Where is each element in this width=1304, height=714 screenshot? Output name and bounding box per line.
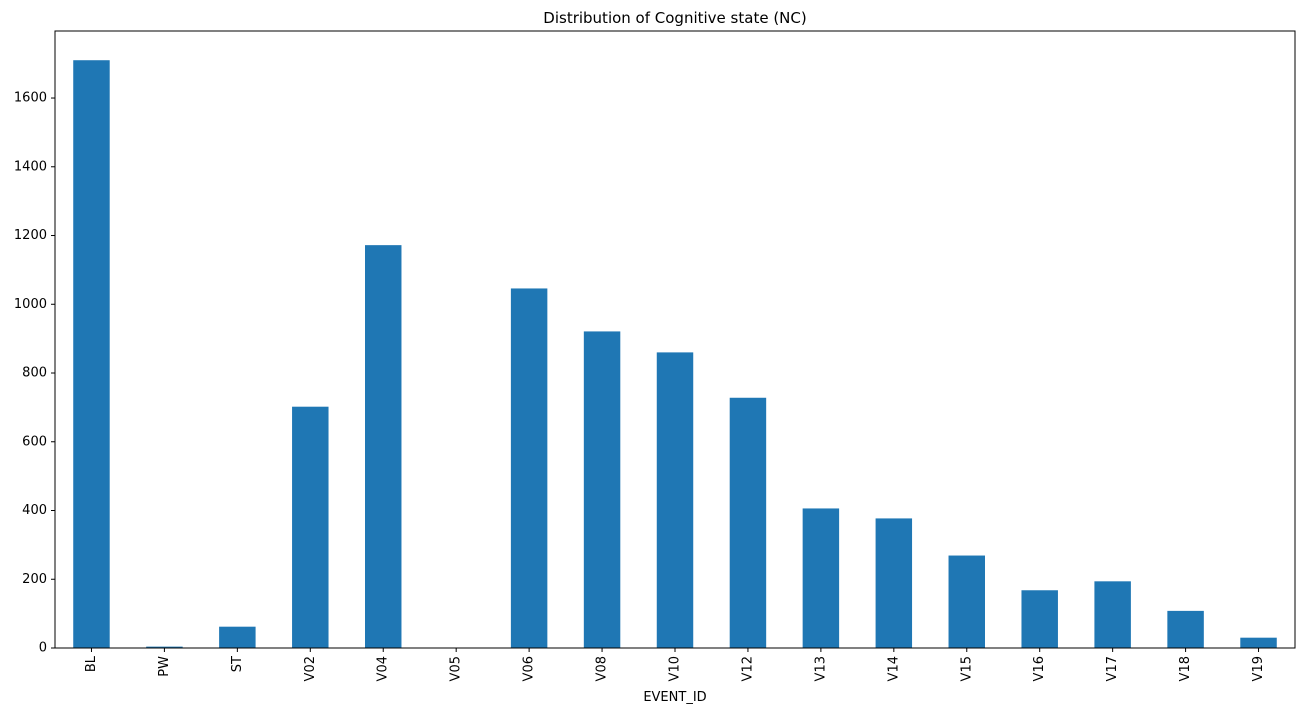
bar-v12 — [729, 397, 767, 648]
y-tick-label: 400 — [22, 503, 47, 518]
bar-v08 — [583, 331, 621, 648]
y-tick-label: 1600 — [14, 91, 47, 106]
y-tick-label: 1200 — [14, 228, 47, 243]
y-tick-label: 200 — [22, 572, 47, 587]
y-tick-label: 1400 — [14, 159, 47, 174]
bar-bl — [73, 60, 110, 648]
bar-v10 — [656, 352, 694, 648]
x-axis-label: EVENT_ID — [643, 690, 706, 705]
bar-st — [219, 626, 256, 648]
x-tick-label: V08 — [595, 656, 610, 681]
bar-v17 — [1094, 581, 1131, 648]
bar-v02 — [292, 406, 329, 648]
x-tick-label: PW — [157, 656, 172, 677]
chart-title: Distribution of Cognitive state (NC) — [543, 9, 806, 27]
x-tick-label: V06 — [522, 656, 537, 681]
bar-v15 — [948, 555, 985, 648]
x-tick-label: V19 — [1251, 656, 1266, 681]
x-tick-label: V17 — [1105, 656, 1120, 681]
y-tick-label: 0 — [39, 641, 47, 656]
x-tick-label: V02 — [303, 656, 318, 681]
x-tick-label: V04 — [376, 656, 391, 681]
bar-v06 — [510, 288, 548, 648]
bar-v14 — [875, 518, 913, 648]
bar-v18 — [1167, 610, 1204, 648]
x-tick-label: V16 — [1032, 656, 1047, 681]
y-tick-label: 1000 — [14, 297, 47, 312]
bar-v16 — [1021, 590, 1058, 648]
x-tick-label: V05 — [449, 656, 464, 681]
y-tick-label: 600 — [22, 434, 47, 449]
plot-frame — [54, 30, 1296, 649]
bar-v19 — [1240, 637, 1277, 648]
x-tick-label: V12 — [740, 656, 755, 681]
bar-pw — [146, 646, 183, 648]
x-tick-label: V10 — [668, 656, 683, 681]
x-tick-label: V13 — [813, 656, 828, 681]
bar-v04 — [365, 245, 402, 649]
bar-v13 — [802, 508, 840, 648]
x-tick-label: V14 — [886, 656, 901, 681]
y-tick-label: 800 — [22, 366, 47, 381]
x-tick-label: BL — [84, 655, 99, 672]
x-tick-label: V18 — [1178, 656, 1193, 681]
x-tick-label: V15 — [959, 656, 974, 681]
x-tick-label: ST — [230, 656, 245, 672]
